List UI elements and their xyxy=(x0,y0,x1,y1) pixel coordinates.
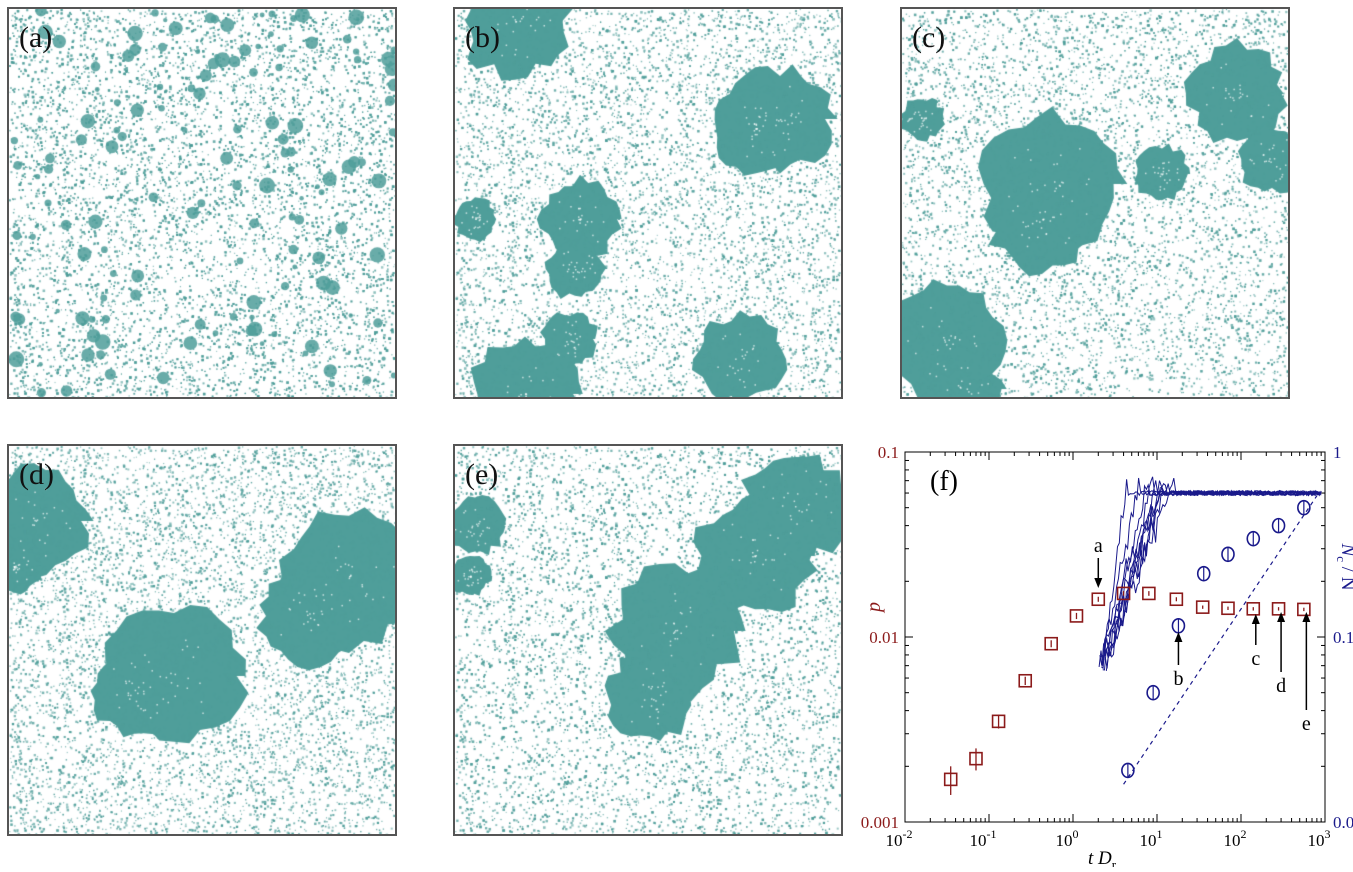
annotation-label-d: d xyxy=(1276,675,1286,697)
annotation-label-c: c xyxy=(1251,648,1260,670)
chart-svg: 10-2 10-1 100 101 102 103 0.001 0.01 0.1 0.01 0.1 1… xyxy=(861,443,1353,872)
data-point-square xyxy=(991,714,1006,729)
annotation-arrowhead-b xyxy=(1174,632,1183,642)
annotation-arrowhead-d xyxy=(1277,612,1286,622)
data-point-square xyxy=(1044,636,1058,651)
y-left-tick-label: 0.001 xyxy=(861,813,899,832)
y-left-axis-label: p xyxy=(863,602,885,614)
x-tick-label: 103 xyxy=(1308,827,1331,850)
particle-field-c xyxy=(902,9,1288,397)
data-point-square xyxy=(943,772,958,787)
panel-label-c: (c) xyxy=(912,21,946,54)
panel-label-b: (b) xyxy=(465,21,500,54)
panel-label-a: (a) xyxy=(19,21,53,54)
snapshot-panel-c: (c) xyxy=(900,7,1290,399)
fit-line xyxy=(1123,495,1318,785)
data-point-square xyxy=(1221,601,1235,616)
y-right-tick-label: 0.1 xyxy=(1333,628,1353,647)
annotation-label-e: e xyxy=(1302,713,1311,735)
data-point-square xyxy=(1271,602,1286,616)
particle-field-b xyxy=(455,9,841,397)
run-trajectory xyxy=(1102,483,1322,671)
y-right-axis-label: Nc / N xyxy=(1334,543,1353,591)
panel-label-e: (e) xyxy=(465,458,499,491)
annotation-arrowhead-e xyxy=(1302,612,1311,622)
annotation-arrowhead-c xyxy=(1251,614,1260,624)
data-point-square xyxy=(1246,602,1261,616)
run-trajectory xyxy=(1105,482,1322,671)
x-tick-label: 100 xyxy=(1056,827,1079,850)
data-point-square xyxy=(1195,600,1210,614)
x-tick-label: 10-1 xyxy=(970,827,997,850)
data-point-square xyxy=(1018,673,1033,688)
run-trajectory xyxy=(1102,479,1322,658)
data-point-square xyxy=(1116,586,1131,601)
data-point-square xyxy=(969,751,983,766)
x-tick-label: 10-2 xyxy=(886,827,913,850)
particle-field-d xyxy=(9,446,395,834)
snapshot-panel-b: (b) xyxy=(453,7,843,399)
panel-label-f: (f) xyxy=(930,466,958,497)
x-axis-label: t Dr xyxy=(1088,848,1117,867)
y-left-tick-label: 0.1 xyxy=(878,443,899,462)
particle-field-e xyxy=(455,446,841,834)
annotation-label-b: b xyxy=(1173,668,1183,690)
panel-label-d: (d) xyxy=(19,458,54,491)
y-right-tick-label: 1 xyxy=(1333,443,1342,462)
chart-panel-f: 10-2 10-1 100 101 102 103 0.001 0.01 0.1 0.01 0.1 1… xyxy=(860,440,1353,872)
snapshot-panel-d: (d) xyxy=(7,444,397,836)
y-right-tick-label: 0.01 xyxy=(1333,813,1353,832)
snapshot-panel-a: (a) xyxy=(7,7,397,399)
data-point-square xyxy=(1297,602,1311,617)
particle-field-a xyxy=(9,9,395,397)
data-point-square xyxy=(1169,592,1184,607)
y-left-tick-label: 0.01 xyxy=(869,628,899,647)
data-point-square xyxy=(1091,592,1106,607)
data-point-square xyxy=(1142,586,1156,601)
data-point-square xyxy=(1069,609,1084,623)
snapshot-panel-e: (e) xyxy=(453,444,843,836)
annotation-label-a: a xyxy=(1094,535,1103,557)
x-tick-label: 101 xyxy=(1140,827,1163,850)
x-tick-label: 102 xyxy=(1224,827,1247,850)
annotation-arrowhead-a xyxy=(1094,578,1103,588)
